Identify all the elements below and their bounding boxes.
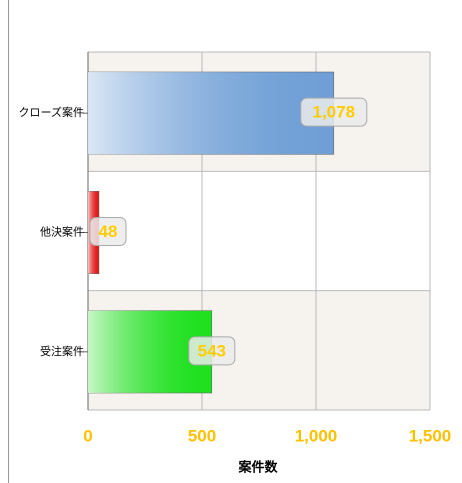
value-label: 543	[198, 341, 226, 360]
value-label-box	[300, 97, 368, 127]
value-label-box	[89, 217, 127, 246]
y-tick-label: 他決案件	[40, 225, 84, 239]
value-label: 48	[99, 222, 118, 241]
y-tick-label: 受注案件	[40, 344, 84, 358]
value-label-box	[188, 336, 236, 366]
x-tick-label: 1,000	[295, 426, 338, 445]
value-label: 1,078	[313, 103, 356, 122]
x-axis-label: 案件数	[237, 460, 278, 476]
band-background	[88, 171, 430, 291]
x-tick-label: 500	[188, 426, 216, 445]
bar-shine	[88, 72, 334, 155]
x-tick-label: 1,500	[409, 426, 452, 445]
x-tick-label: 0	[83, 426, 92, 445]
y-tick-label: クローズ案件	[19, 105, 84, 119]
